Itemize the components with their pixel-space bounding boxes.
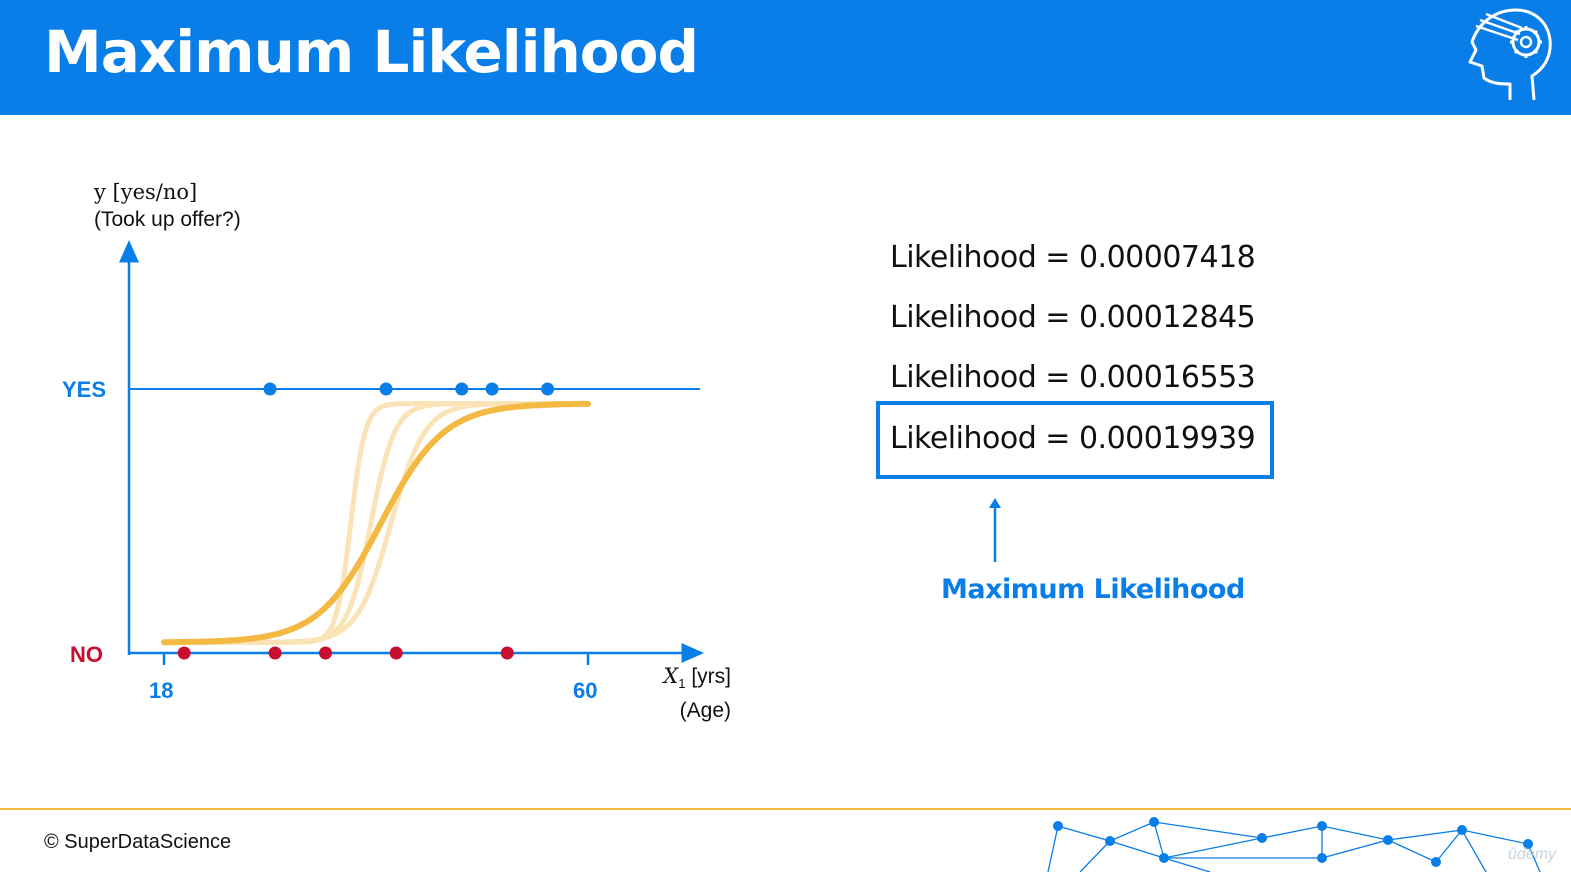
no-point-5 [500,646,514,660]
logistic-curve-3 [161,401,591,645]
points-layer [177,382,555,660]
no-point-1 [177,646,191,660]
network-decoration-icon [1047,817,1541,872]
udemy-watermark: ûdemy [1508,846,1557,863]
x-axis-label-var: X [663,664,679,688]
x-tick-label-18: 18 [149,678,174,703]
no-point-3 [319,646,333,660]
y-axis-label: y [yes/no] (Took up offer?) [94,179,241,233]
header-bar: Maximum Likelihood [0,0,1571,115]
yes-point-2 [379,382,393,396]
likelihood-value-2: Likelihood = 0.00012845 [890,300,1256,335]
x-tick-label-60: 60 [573,678,598,703]
logistic-curve-2 [161,401,591,645]
y-category-yes: YES [62,377,107,402]
x-axis-label-sub: 1 [678,676,686,692]
logistic-chart: y [yes/no] (Took up offer?) YES NO 18 60… [0,115,780,775]
no-point-4 [389,646,403,660]
yes-point-3 [455,382,469,396]
x-axis-label: X1 [yrs] (Age) [654,663,731,724]
no-point-2 [268,646,282,660]
likelihood-value-4: Likelihood = 0.00019939 [890,421,1256,456]
likelihood-value-1: Likelihood = 0.00007418 [890,240,1256,275]
y-axis-label-line2: (Took up offer?) [94,208,241,231]
copyright-text: © SuperDataScience [44,831,232,853]
x-axis-label-unit: [yrs] [685,665,731,688]
logistic-curve-4 [161,400,591,646]
brain-gear-icon [1468,8,1552,101]
chart-plot-area [119,240,704,665]
page-title: Maximum Likelihood [44,18,699,86]
ticks-layer [162,653,590,665]
footer-divider [0,808,1571,810]
logistic-curve-1 [161,401,591,645]
likelihood-value-3: Likelihood = 0.00016553 [890,360,1256,395]
yes-point-5 [541,382,555,396]
yes-point-1 [263,382,277,396]
y-category-no: NO [70,642,103,667]
up-arrow-icon [989,498,1001,562]
y-axis-label-line1: y [yes/no] [94,180,198,204]
x-axis-label-line2: (Age) [679,699,731,723]
max-likelihood-box [876,401,1274,479]
curves-layer [161,400,591,646]
yes-point-4 [485,382,499,396]
max-likelihood-label: Maximum Likelihood [941,574,1245,605]
